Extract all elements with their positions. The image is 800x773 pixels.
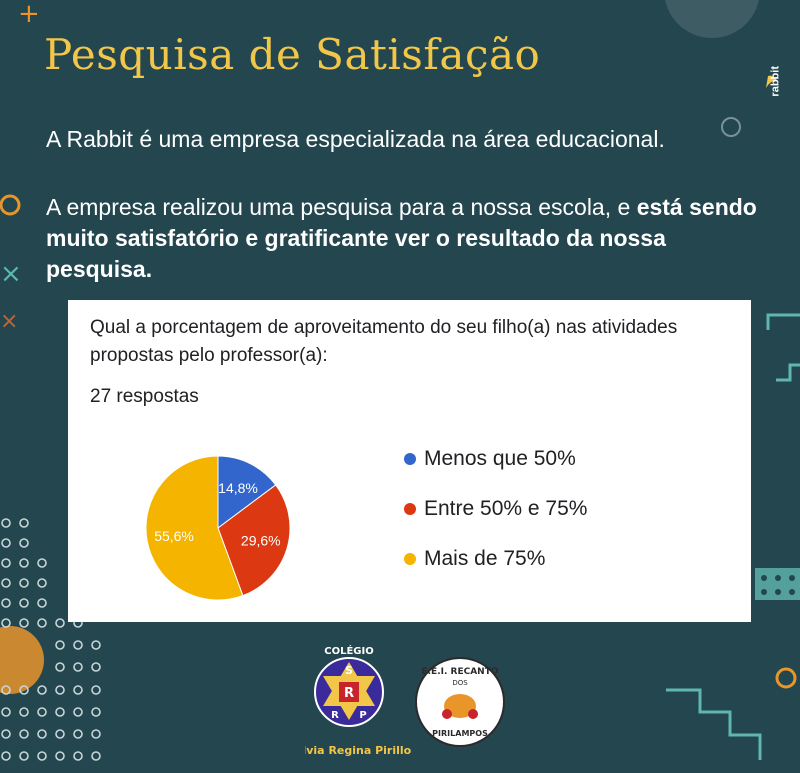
rabbit-logo: rabbit bbox=[760, 30, 784, 97]
response-count: 27 respostas bbox=[90, 386, 199, 407]
school-logos: COLÉGIO S R P R Silvia Regina Pirillo E.… bbox=[305, 644, 505, 757]
recanto-top-text: E.E.I. RECANTO bbox=[421, 667, 498, 677]
survey-card: Qual a porcentagem de aproveitamento do … bbox=[68, 300, 751, 622]
colegio-letter-p: P bbox=[359, 710, 366, 721]
grey-ring-decoration bbox=[721, 117, 741, 137]
pie-slice-less-than-50 bbox=[217, 455, 277, 529]
legend-label-less-than-50: Menos que 50% bbox=[424, 447, 576, 470]
chart-legend: Menos que 50% Entre 50% e 75% Mais de 75% bbox=[404, 434, 587, 584]
pie-label-less-than-50: 14,8% bbox=[218, 480, 258, 496]
colegio-name: Silvia Regina Pirillo bbox=[305, 744, 412, 757]
pie-slice-between-50-75 bbox=[217, 484, 291, 597]
rabbit-logo-icon bbox=[766, 75, 778, 88]
dot-grid-decoration-right bbox=[761, 575, 795, 595]
firefly-icon bbox=[444, 694, 476, 718]
zigzag-decoration bbox=[766, 313, 800, 330]
colegio-letter-r2: R bbox=[331, 710, 339, 721]
colegio-center bbox=[339, 682, 359, 702]
orange-half-circle-decoration bbox=[0, 626, 44, 694]
recanto-bottom-text: PIRILAMPOS bbox=[432, 729, 488, 738]
legend-item-more-than-75: Mais de 75% bbox=[404, 534, 587, 584]
zigzag-decoration-2 bbox=[776, 363, 800, 382]
result-paragraph-plain: A empresa realizou uma pesquisa para a n… bbox=[46, 194, 637, 220]
colegio-srp-logo: COLÉGIO S R P R Silvia Regina Pirillo bbox=[305, 644, 412, 757]
recanto-mid-text: DOS bbox=[452, 679, 468, 687]
result-paragraph-bold: está sendo muito satisfatório e gratific… bbox=[46, 194, 757, 282]
result-paragraph: A empresa realizou uma pesquisa para a n… bbox=[46, 192, 776, 285]
orange-ring-decoration bbox=[0, 194, 21, 216]
recanto-pirilampos-logo: E.E.I. RECANTO DOS PIRILAMPOS bbox=[415, 657, 505, 747]
x-decoration: × bbox=[0, 259, 22, 289]
dot-grid-decoration-left bbox=[1, 518, 101, 761]
legend-label-between-50-75: Entre 50% e 75% bbox=[424, 497, 588, 520]
pie-chart: 14,8% 29,6% 55,6% bbox=[145, 455, 291, 601]
pie-slice-more-than-75 bbox=[145, 455, 244, 601]
top-right-circle-decoration bbox=[665, 0, 759, 38]
legend-dot-more-than-75 bbox=[404, 553, 416, 565]
legend-item-less-than-50: Menos que 50% bbox=[404, 434, 587, 484]
plus-decoration: + bbox=[18, 0, 40, 29]
flower-icon-2 bbox=[468, 709, 478, 719]
page-title: Pesquisa de Satisfação bbox=[44, 30, 541, 79]
dot-grid-decoration bbox=[755, 568, 800, 600]
survey-question: Qual a porcentagem de aproveitamento do … bbox=[90, 317, 678, 366]
legend-dot-less-than-50 bbox=[404, 453, 416, 465]
colegio-label: COLÉGIO bbox=[324, 644, 373, 657]
legend-label-more-than-75: Mais de 75% bbox=[424, 547, 546, 570]
colegio-letter-s: S bbox=[345, 664, 353, 677]
colegio-letter-r: R bbox=[344, 686, 354, 701]
pie-label-more-than-75: 55,6% bbox=[154, 528, 194, 544]
x-decoration-2: × bbox=[0, 309, 18, 334]
rabbit-logo-text: rabbit bbox=[770, 66, 782, 97]
orange-ring-decoration-2 bbox=[775, 667, 797, 689]
legend-item-between-50-75: Entre 50% e 75% bbox=[404, 484, 587, 534]
zigzag-decoration-3 bbox=[666, 688, 762, 760]
intro-paragraph: A Rabbit é uma empresa especializada na … bbox=[46, 126, 665, 152]
pie-label-between-50-75: 29,6% bbox=[241, 533, 281, 549]
flower-icon bbox=[442, 709, 452, 719]
legend-dot-between-50-75 bbox=[404, 503, 416, 515]
